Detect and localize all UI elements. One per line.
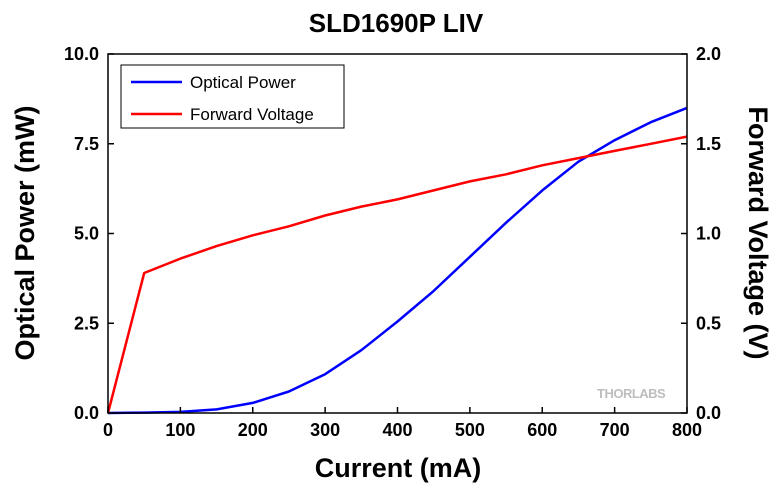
y-right-tick-label: 0.0 <box>696 403 721 423</box>
y-left-tick-label: 10.0 <box>64 44 99 64</box>
thorlabs-watermark: THORLABS <box>597 386 666 401</box>
x-tick-label: 800 <box>672 420 702 440</box>
y-right-tick-label: 2.0 <box>696 44 721 64</box>
legend: Optical Power Forward Voltage <box>120 64 345 129</box>
chart-title: SLD1690P LIV <box>309 8 484 38</box>
y-right-tick-label: 1.5 <box>696 134 721 154</box>
y-left-tick-label: 0.0 <box>74 403 99 423</box>
y-axis-left-label: Optical Power (mW) <box>10 105 40 360</box>
y-left-tick-label: 7.5 <box>74 134 99 154</box>
series-line-forward-voltage <box>106 135 688 414</box>
y-left-tick-label: 2.5 <box>74 313 99 333</box>
x-tick-label: 100 <box>165 420 195 440</box>
plot-area: 0 100 200 300 400 500 600 700 8000.02.55.07.510.… <box>64 44 721 440</box>
x-axis-label: Current (mA) <box>315 453 482 483</box>
x-tick-label: 0 <box>103 420 113 440</box>
x-tick-label: 600 <box>527 420 557 440</box>
x-tick-label: 500 <box>455 420 485 440</box>
y-right-tick-label: 1.0 <box>696 224 721 244</box>
legend-box <box>120 64 345 129</box>
x-tick-label: 700 <box>600 420 630 440</box>
y-left-tick-label: 5.0 <box>74 224 99 244</box>
y-right-tick-label: 0.5 <box>696 313 721 333</box>
x-tick-label: 400 <box>382 420 412 440</box>
legend-label-optical-power: Optical Power <box>190 73 296 92</box>
x-tick-label: 200 <box>238 420 268 440</box>
y-axis-right-label: Forward Voltage (V) <box>743 106 773 359</box>
legend-label-forward-voltage: Forward Voltage <box>190 105 314 124</box>
x-tick-label: 300 <box>310 420 340 440</box>
